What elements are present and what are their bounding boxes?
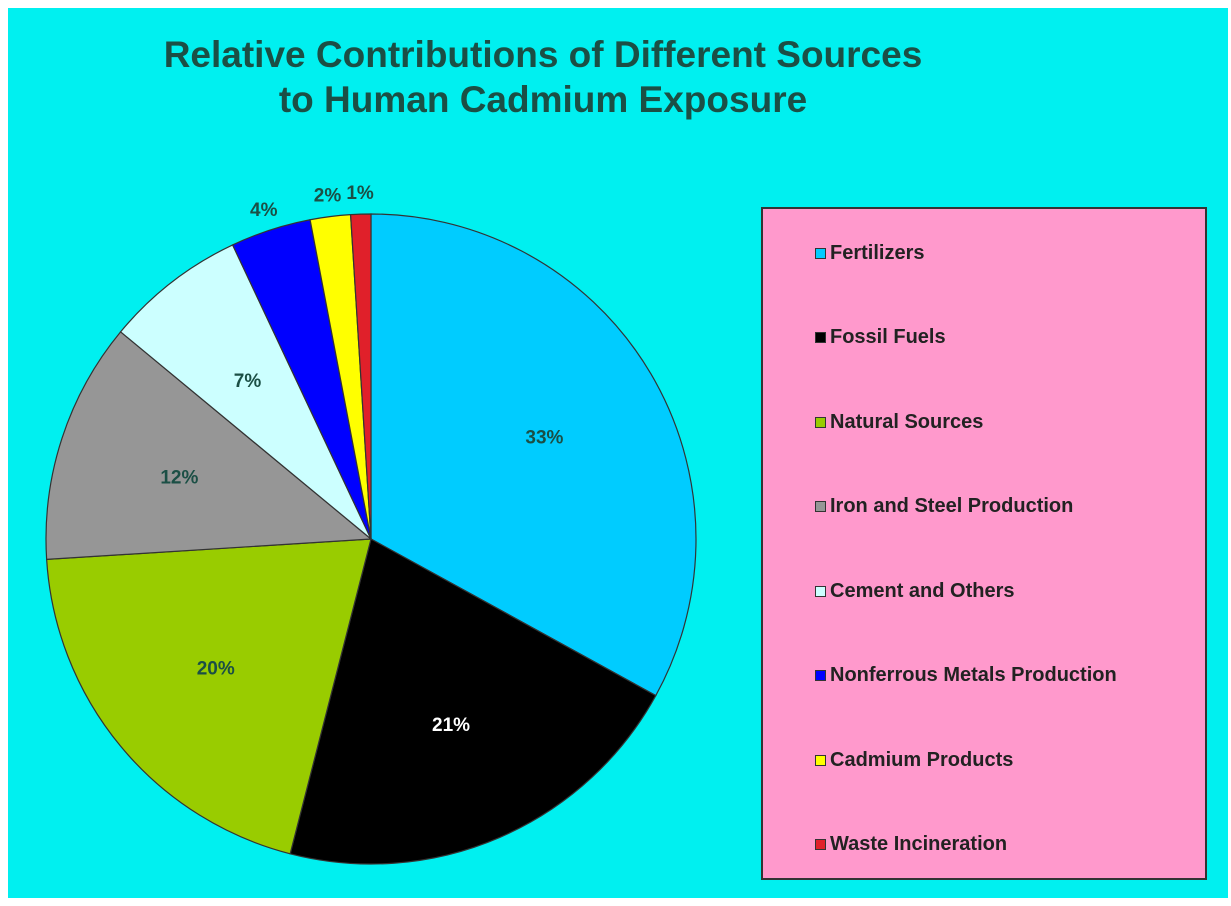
legend-swatch	[815, 585, 826, 597]
pie-slice-fossil-fuels	[289, 538, 657, 865]
legend-item: Cement and Others	[815, 579, 1014, 603]
legend-item: Nonferrous Metals Production	[815, 664, 1117, 688]
legend-label: Fertilizers	[830, 241, 925, 264]
legend-label: Nonferrous Metals Production	[830, 664, 1117, 686]
pie-slice-natural-sources	[46, 538, 372, 855]
chart-title-line-1: Relative Contributions of Different Sour…	[163, 34, 923, 75]
chart-area: Relative Contributions of Different Sour…	[8, 8, 1228, 898]
legend-swatch	[815, 247, 826, 259]
legend-item: Waste Incineration	[815, 833, 1007, 857]
slice-value-label: 33%	[525, 427, 563, 448]
legend-swatch	[815, 416, 826, 428]
legend-item: Fossil Fuels	[815, 326, 946, 350]
legend-swatch	[815, 754, 826, 766]
legend-item: Iron and Steel Production	[815, 495, 1073, 519]
slice-value-label: 4%	[250, 200, 278, 221]
pie-slice-cement-and-others	[119, 244, 372, 540]
legend-label: Iron and Steel Production	[830, 495, 1074, 517]
chart-title: Relative Contributions of Different Sour…	[8, 32, 1078, 122]
pie-slice-fertilizers	[370, 213, 697, 697]
legend-item: Cadmium Products	[815, 748, 1013, 772]
slice-value-label: 1%	[346, 183, 374, 204]
slice-value-label: 2%	[314, 186, 342, 207]
slice-value-label: 12%	[160, 468, 198, 489]
slice-value-label: 7%	[234, 371, 262, 392]
pie-chart: 33% 21% 20% 12% 7% 4% 2% 1%	[45, 183, 697, 865]
pie-slice-iron-and-steel-production	[45, 330, 373, 561]
chart-title-line-2: to Human Cadmium Exposure	[278, 79, 808, 120]
slice-value-label: 20%	[197, 658, 235, 679]
legend-swatch	[815, 501, 826, 512]
legend-label: Cement and Others	[830, 579, 1015, 602]
legend-label: Natural Sources	[830, 410, 984, 433]
legend-swatch	[815, 332, 826, 343]
pie-slice-waste-incineration	[349, 213, 372, 540]
legend-item: Fertilizers	[815, 241, 924, 265]
legend: Fertilizers Fossil Fuels Natural Sources Ir…	[761, 207, 1207, 880]
legend-label: Fossil Fuels	[830, 326, 946, 348]
legend-label: Waste Incineration	[830, 833, 1008, 855]
legend-swatch	[815, 839, 826, 850]
legend-swatch	[815, 670, 826, 681]
legend-label: Cadmium Products	[830, 748, 1014, 771]
legend-item: Natural Sources	[815, 410, 983, 434]
slice-value-label: 21%	[432, 715, 470, 736]
